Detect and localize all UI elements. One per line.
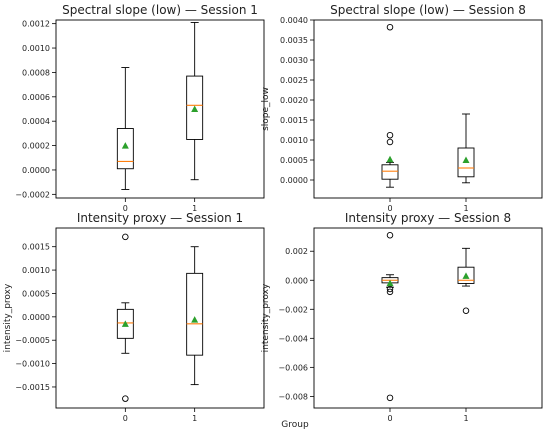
- y-tick-label: −0.006: [278, 363, 308, 372]
- mean-marker: [191, 316, 199, 323]
- chart-title: Spectral slope (low) — Session 8: [330, 3, 526, 17]
- y-tick-label: 0.0006: [22, 93, 50, 102]
- y-tick-label: −0.0010: [15, 360, 50, 369]
- chart-title: Spectral slope (low) — Session 1: [62, 3, 258, 17]
- x-tick-label: 1: [192, 414, 197, 423]
- box: [116, 308, 134, 339]
- x-tick-label: 0: [387, 414, 392, 423]
- mean-marker: [121, 320, 129, 327]
- mean-marker: [121, 142, 129, 149]
- outlier-point: [386, 232, 394, 239]
- x-tick-label: 0: [123, 414, 128, 423]
- panel-intensity-proxy-session-1: Intensity proxy — Session 1 −0.0015 −0.001…: [3, 211, 265, 423]
- box: [381, 164, 399, 180]
- y-tick-label: 0.0000: [22, 313, 50, 322]
- y-axis-label: intensity_proxy: [3, 283, 13, 352]
- outlier-point: [122, 395, 129, 402]
- x-tick-label: 0: [123, 204, 128, 213]
- box: [186, 272, 204, 356]
- y-tick-label: 0.0015: [22, 243, 50, 252]
- plot-frame: [313, 227, 543, 409]
- outlier-point: [386, 285, 394, 293]
- outlier-point: [462, 307, 470, 314]
- x-tick-label: 0: [387, 204, 392, 213]
- y-tick-label: 0.0020: [280, 96, 308, 105]
- outlier-point: [386, 394, 394, 402]
- chart-title: Intensity proxy — Session 8: [345, 211, 511, 225]
- mean-marker: [462, 156, 470, 163]
- panel-spectral-slope-session-1: Spectral slope (low) — Session 1 −0.0002 0…: [15, 3, 265, 213]
- outlier-point: [386, 131, 394, 139]
- mean-marker: [462, 272, 470, 279]
- box: [457, 266, 475, 284]
- x-tick-label: 1: [463, 204, 468, 213]
- y-tick-label: 0.0008: [22, 68, 50, 77]
- mean-marker: [386, 155, 394, 163]
- outlier-point: [386, 23, 394, 31]
- x-tick-label: 1: [463, 414, 468, 423]
- y-tick-label: 0.0010: [22, 266, 50, 275]
- y-tick-label: −0.004: [278, 334, 308, 343]
- box: [186, 75, 204, 140]
- outlier-point: [386, 138, 394, 146]
- outlier-point: [386, 288, 394, 296]
- y-tick-label: 0.0000: [22, 166, 50, 175]
- panel-spectral-slope-session-8: Spectral slope (low) — Session 8 0.0000 0.…: [261, 3, 543, 213]
- y-tick-label: 0.0035: [280, 36, 308, 45]
- y-tick-label: 0.0000: [280, 176, 308, 185]
- plot-frame: [313, 19, 543, 199]
- y-tick-label: 0.0030: [280, 56, 308, 65]
- y-tick-label: −0.0005: [15, 336, 50, 345]
- y-tick-label: −0.002: [278, 305, 308, 314]
- plot-frame: [55, 19, 265, 199]
- outlier-point: [122, 233, 129, 241]
- y-tick-label: 0.0015: [280, 116, 308, 125]
- panel-intensity-proxy-session-8: Intensity proxy — Session 8 −0.008 −0.006 −…: [261, 211, 543, 423]
- y-tick-label: 0.0002: [22, 142, 50, 151]
- box: [457, 147, 475, 178]
- y-axis-label: slope_low: [261, 87, 271, 131]
- mean-marker: [191, 105, 199, 112]
- y-tick-label: 0.002: [285, 247, 308, 256]
- box: [116, 128, 134, 170]
- y-tick-label: 0.0004: [22, 117, 50, 126]
- x-axis-label: Group: [281, 420, 309, 430]
- y-tick-label: 0.0010: [22, 44, 50, 53]
- y-tick-label: 0.0040: [280, 16, 308, 25]
- y-tick-label: −0.0015: [15, 383, 50, 392]
- mean-marker: [386, 279, 394, 287]
- y-tick-label: 0.0012: [22, 20, 50, 29]
- chart-title: Intensity proxy — Session 1: [77, 211, 243, 225]
- y-tick-label: 0.0005: [280, 156, 308, 165]
- y-tick-label: 0.0010: [280, 136, 308, 145]
- y-tick-label: 0.0025: [280, 76, 308, 85]
- x-tick-label: 1: [192, 204, 197, 213]
- y-tick-label: 0.0005: [22, 289, 50, 298]
- y-tick-label: 0.000: [285, 276, 308, 285]
- y-tick-label: −0.008: [278, 392, 308, 401]
- y-axis-label: intensity_proxy: [261, 283, 271, 352]
- y-tick-label: −0.0002: [15, 190, 50, 199]
- plot-frame: [55, 227, 265, 409]
